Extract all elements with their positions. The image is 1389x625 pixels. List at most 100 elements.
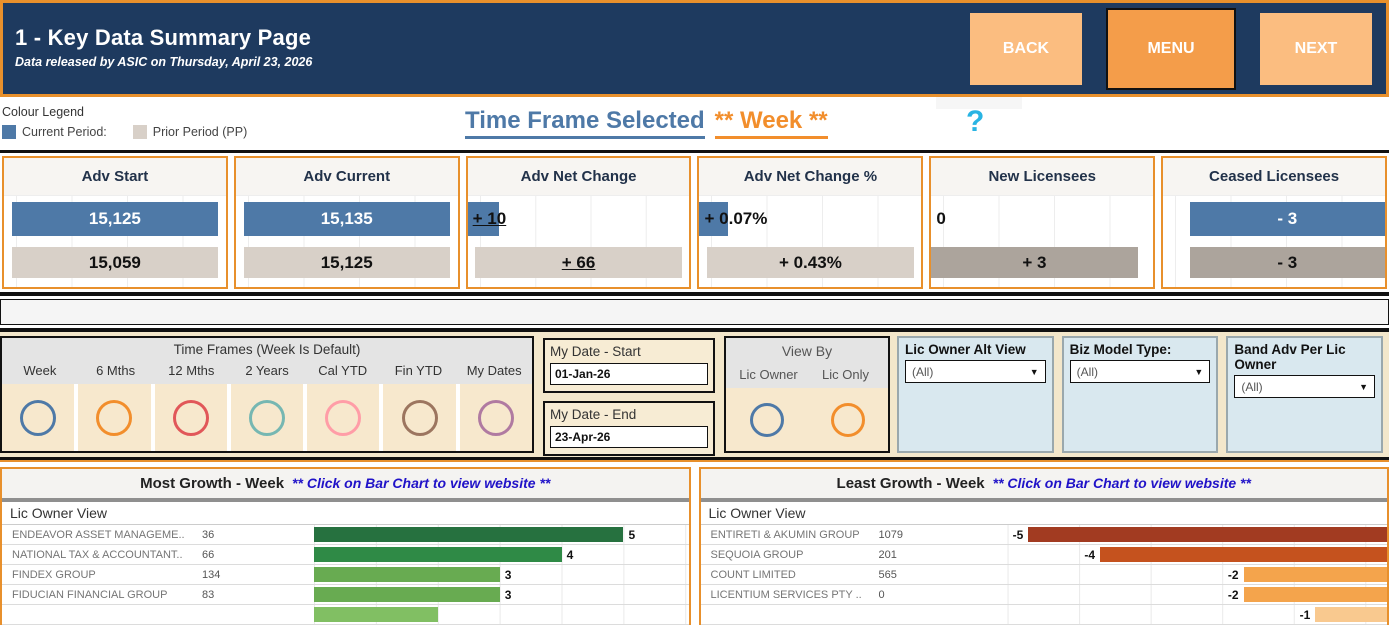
radio-circle-icon[interactable] [248,399,285,436]
time-frames-labels: Week 6 Mths 12 Mths 2 Years Cal YTD Fin YTD My… [2,363,532,382]
time-frames-panel: Time Frames (Week Is Default) Week 6 Mths… [0,336,534,453]
bar-value-label: 3 [504,567,512,582]
filter-panel-label: Biz Model Type: [1069,342,1172,357]
date-end-input[interactable] [550,426,708,448]
growth-bar[interactable] [314,547,562,562]
time-frame-option-label: Week [23,363,57,378]
row-count-label: 1079 [878,528,903,541]
view-by-header: View By Lic Owner Lic Only [726,338,888,388]
radio-circle-icon[interactable] [830,402,865,437]
kpi-card-chart: + 10 + 66 [467,196,690,287]
decline-bar[interactable] [1100,547,1387,562]
kpi-card: Adv Net Change + 10 + 66 [465,156,692,289]
current-period-bar[interactable]: 15,135 [243,202,450,236]
bar-region: -1 [936,605,1387,624]
row-count-label: 0 [878,588,885,601]
prior-period-bar[interactable]: 15,125 [243,247,450,278]
filter-panel-label: Band Adv Per Lic Owner [1234,342,1346,372]
current-period-bar[interactable] [699,202,729,236]
divider-line [2,497,689,502]
growth-bar[interactable] [314,607,438,622]
decline-bar[interactable] [1243,587,1387,602]
prior-period-bar[interactable]: + 0.43% [707,247,914,278]
date-start-box: My Date - Start [543,338,715,393]
growth-bar[interactable] [314,587,500,602]
bar-value-label: -2 [1227,587,1239,602]
prior-period-bar[interactable]: - 3 [1189,247,1385,278]
time-frame-option-2-years [231,384,308,451]
bar-value-label: 15,125 [320,252,373,272]
most-growth-rows: ENDEAVOR ASSET MANAGEME.. 36 5 NATIONAL TAX… [2,525,689,625]
growth-bar[interactable] [314,567,500,582]
chevron-down-icon: ▼ [1194,366,1204,377]
prior-period-bar-row: 15,125 [236,247,458,278]
date-start-input[interactable] [550,363,708,385]
prior-period-bar[interactable]: 15,059 [11,247,219,278]
view-by-option-lic-owner [726,388,807,451]
most-growth-title: Most Growth - Week [140,474,285,492]
prior-period-bar-row: + 0.43% [699,247,921,278]
time-frame-option-label: 2 Years [245,363,289,378]
least-growth-title: Least Growth - Week [836,474,985,492]
table-row: LICENTIUM SERVICES PTY .. 0 -2 [700,585,1387,605]
next-button[interactable]: NEXT [1260,12,1372,85]
time-frame-option-cal-ytd [307,384,384,451]
legend-items: Current Period: Prior Period (PP) [2,125,247,139]
kpi-band: Adv Start 15,125 15,059 Adv Current 15,135 15… [0,153,1389,292]
decline-bar[interactable] [1315,607,1387,622]
prior-period-swatch [132,125,147,139]
current-period-bar[interactable]: 15,125 [11,202,219,236]
kpi-card-title: Adv Net Change [467,158,690,196]
divider-gap [0,462,1389,467]
kpi-card-chart: + 0.07% + 0.43% [699,196,922,287]
bar-value-label: -1 [1299,607,1311,622]
growth-bar[interactable] [314,527,624,542]
view-by-panel: View By Lic Owner Lic Only [724,336,890,453]
prior-period-bar-row: 15,059 [4,247,226,278]
table-row: ENDEAVOR ASSET MANAGEME.. 36 5 [2,525,689,545]
row-count-label: 201 [878,548,897,561]
most-growth-header: Most Growth - Week ** Click on Bar Chart… [2,469,689,498]
filter-dropdown-value: (All) [1241,379,1263,394]
filter-dropdown[interactable]: (All) ▼ [1069,360,1211,383]
least-growth-note: ** Click on Bar Chart to view website ** [992,475,1251,492]
radio-circle-icon[interactable] [20,399,57,436]
row-name-label: SEQUOIA GROUP [710,548,804,561]
prior-period-bar-row: + 3 [931,247,1153,278]
help-icon[interactable]: ? [966,105,985,138]
filter-panel: Lic Owner Alt View (All) ▼ [897,336,1054,453]
current-period-bar[interactable] [467,202,499,236]
radio-circle-icon[interactable] [96,399,133,436]
decline-bar[interactable] [1243,567,1387,582]
radio-circle-icon[interactable] [749,402,784,437]
decline-bar[interactable] [1028,527,1387,542]
back-button[interactable]: BACK [970,12,1082,85]
radio-circle-icon[interactable] [172,399,209,436]
kpi-card-title: Adv Current [235,158,458,196]
prior-period-bar[interactable]: + 3 [931,247,1138,278]
bar-value-label: 4 [566,547,574,562]
kpi-card-chart: 0 + 3 [931,196,1154,287]
current-period-bar[interactable]: - 3 [1189,202,1385,236]
current-period-swatch [2,125,16,139]
prior-period-bar[interactable]: + 66 [475,247,682,278]
filter-dropdown[interactable]: (All) ▼ [1234,375,1376,398]
row-count-label: 565 [878,568,897,581]
bar-value-label: 3 [504,587,512,602]
filter-dropdown[interactable]: (All) ▼ [905,360,1046,383]
menu-button[interactable]: MENU [1106,7,1236,90]
most-growth-note: ** Click on Bar Chart to view website ** [292,475,551,492]
least-growth-rows: ENTIRETI & AKUMIN GROUP 1079 -5 SEQUOIA GRO… [700,525,1387,625]
time-frames-header: Time Frames (Week Is Default) Week 6 Mths… [2,338,532,384]
nav-buttons: BACK MENU NEXT [970,3,1372,94]
table-row [2,605,689,625]
date-end-label: My Date - End [550,407,637,422]
app-header: 1 - Key Data Summary Page Data released … [0,0,1389,97]
radio-circle-icon[interactable] [477,399,514,436]
legend-item-label: Prior Period (PP) [152,125,248,139]
radio-circle-icon[interactable] [325,399,362,436]
kpi-card-title: Adv Net Change % [699,158,922,196]
date-end-box: My Date - End [543,401,715,456]
radio-circle-icon[interactable] [401,399,438,436]
bar-value-label: 0 [936,209,946,228]
